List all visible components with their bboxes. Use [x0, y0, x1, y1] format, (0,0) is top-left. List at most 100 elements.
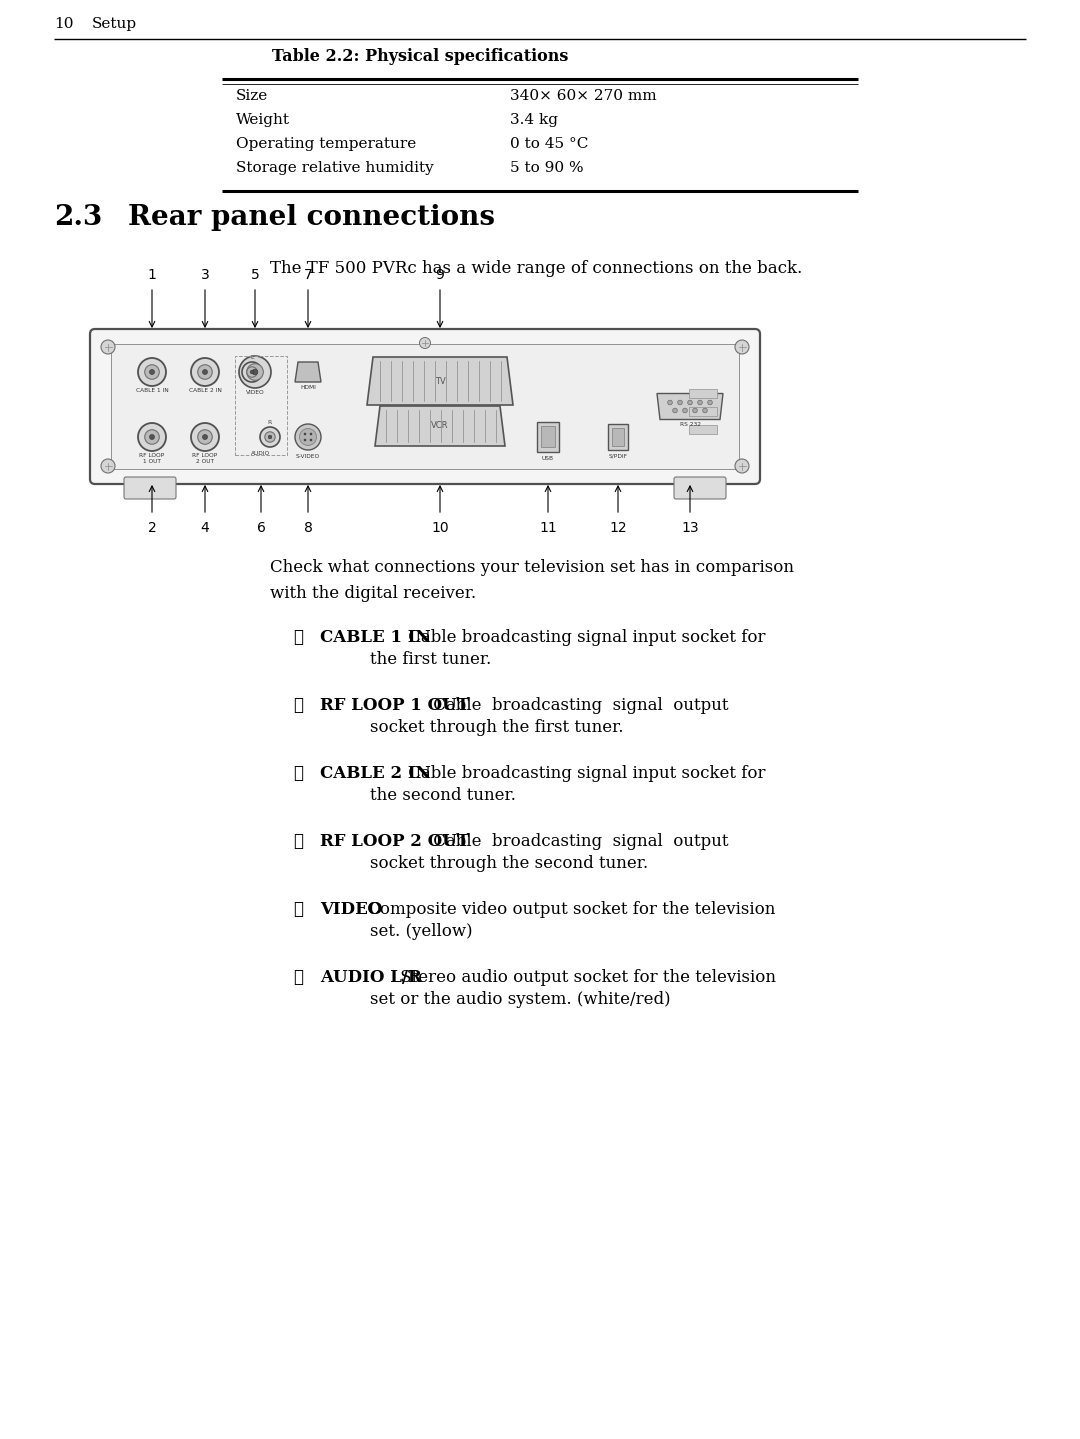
- Text: ①: ①: [293, 629, 303, 646]
- Circle shape: [703, 409, 707, 413]
- Circle shape: [673, 409, 677, 413]
- Circle shape: [102, 459, 114, 473]
- Bar: [537, 422, 559, 452]
- Text: Setup: Setup: [92, 17, 137, 32]
- Text: RF LOOP
2 OUT: RF LOOP 2 OUT: [192, 453, 218, 463]
- Text: 9: 9: [435, 268, 445, 282]
- Text: 6: 6: [257, 521, 266, 535]
- Text: Check what connections your television set has in comparison: Check what connections your television s…: [270, 558, 794, 576]
- Text: ④: ④: [293, 833, 303, 850]
- Text: VIDEO: VIDEO: [245, 390, 265, 394]
- Text: S-VIDEO: S-VIDEO: [296, 453, 320, 459]
- Circle shape: [246, 364, 264, 380]
- Text: S/PDIF: S/PDIF: [608, 453, 627, 459]
- Bar: [689, 406, 717, 416]
- Circle shape: [678, 400, 683, 404]
- Circle shape: [265, 432, 275, 442]
- Circle shape: [149, 435, 154, 439]
- Text: RS 232: RS 232: [679, 423, 701, 427]
- Text: CABLE 2 IN: CABLE 2 IN: [189, 389, 221, 393]
- Text: ⑤: ⑤: [293, 901, 303, 918]
- Polygon shape: [295, 363, 321, 381]
- Text: 2.3: 2.3: [54, 204, 103, 232]
- Circle shape: [191, 423, 219, 450]
- Text: 10: 10: [431, 521, 449, 535]
- Text: Operating temperature: Operating temperature: [237, 137, 416, 151]
- Circle shape: [268, 435, 272, 439]
- Text: Rear panel connections: Rear panel connections: [129, 204, 495, 232]
- Circle shape: [242, 363, 262, 381]
- Text: AUDIO L/R: AUDIO L/R: [320, 968, 422, 986]
- Circle shape: [667, 400, 672, 404]
- Text: AUDIO: AUDIO: [252, 450, 271, 456]
- Text: 5 to 90 %: 5 to 90 %: [510, 161, 583, 176]
- Circle shape: [239, 355, 271, 389]
- Circle shape: [202, 435, 207, 439]
- Text: CABLE 2 IN: CABLE 2 IN: [320, 766, 431, 781]
- Text: 3: 3: [201, 268, 210, 282]
- Circle shape: [102, 340, 114, 354]
- Circle shape: [698, 400, 702, 404]
- Text: 1: 1: [148, 268, 157, 282]
- Text: Cable broadcasting signal input socket for: Cable broadcasting signal input socket f…: [403, 629, 766, 646]
- Text: 340× 60× 270 mm: 340× 60× 270 mm: [510, 89, 657, 104]
- Text: 12: 12: [609, 521, 626, 535]
- Circle shape: [191, 358, 219, 386]
- FancyBboxPatch shape: [90, 330, 760, 484]
- Circle shape: [303, 439, 307, 442]
- Text: Cable  broadcasting  signal  output: Cable broadcasting signal output: [428, 696, 728, 714]
- Text: R: R: [268, 420, 272, 425]
- Text: 8: 8: [303, 521, 312, 535]
- Circle shape: [688, 400, 692, 404]
- Circle shape: [707, 400, 713, 404]
- Text: Size: Size: [237, 89, 268, 104]
- Text: set or the audio system. (white/red): set or the audio system. (white/red): [370, 991, 671, 1007]
- Circle shape: [303, 433, 307, 436]
- Text: TV: TV: [434, 377, 445, 386]
- Circle shape: [149, 370, 154, 374]
- Text: ⑥: ⑥: [293, 968, 303, 986]
- Text: L: L: [251, 355, 254, 360]
- Circle shape: [692, 409, 698, 413]
- Text: Table 2.2: Physical specifications: Table 2.2: Physical specifications: [272, 47, 568, 65]
- Text: Weight: Weight: [237, 114, 291, 127]
- Polygon shape: [375, 406, 505, 446]
- Text: the first tuner.: the first tuner.: [370, 650, 491, 668]
- Text: RF LOOP
1 OUT: RF LOOP 1 OUT: [139, 453, 164, 463]
- Text: ②: ②: [293, 696, 303, 714]
- Bar: [608, 425, 627, 450]
- Circle shape: [198, 430, 213, 445]
- Polygon shape: [367, 357, 513, 404]
- Text: The TF 500 PVRc has a wide range of connections on the back.: The TF 500 PVRc has a wide range of conn…: [270, 260, 802, 276]
- Text: RF LOOP 1 OUT: RF LOOP 1 OUT: [320, 696, 469, 714]
- Bar: [111, 344, 739, 469]
- Text: with the digital receiver.: with the digital receiver.: [270, 586, 476, 602]
- Circle shape: [138, 358, 166, 386]
- Circle shape: [251, 370, 254, 374]
- Bar: [612, 427, 624, 446]
- Circle shape: [310, 439, 312, 442]
- Bar: [541, 426, 555, 448]
- Text: Cable broadcasting signal input socket for: Cable broadcasting signal input socket f…: [403, 766, 766, 781]
- Circle shape: [145, 364, 159, 380]
- Circle shape: [145, 430, 159, 445]
- FancyBboxPatch shape: [124, 476, 176, 499]
- Text: VIDEO: VIDEO: [320, 901, 382, 918]
- Text: CABLE 1 IN: CABLE 1 IN: [136, 389, 168, 393]
- Text: RF LOOP 2 OUT: RF LOOP 2 OUT: [320, 833, 469, 850]
- FancyBboxPatch shape: [674, 476, 726, 499]
- Text: 4: 4: [201, 521, 210, 535]
- Circle shape: [295, 425, 321, 450]
- Text: HDMI: HDMI: [300, 386, 316, 390]
- Text: 11: 11: [539, 521, 557, 535]
- Text: Composite video output socket for the television: Composite video output socket for the te…: [362, 901, 774, 918]
- Circle shape: [299, 429, 316, 446]
- Text: 13: 13: [681, 521, 699, 535]
- Text: 10: 10: [54, 17, 73, 32]
- Bar: [689, 389, 717, 397]
- Text: Storage relative humidity: Storage relative humidity: [237, 161, 434, 176]
- Circle shape: [260, 427, 280, 448]
- Text: VCR: VCR: [431, 422, 449, 430]
- Text: CABLE 1 IN: CABLE 1 IN: [320, 629, 431, 646]
- Text: 2: 2: [148, 521, 157, 535]
